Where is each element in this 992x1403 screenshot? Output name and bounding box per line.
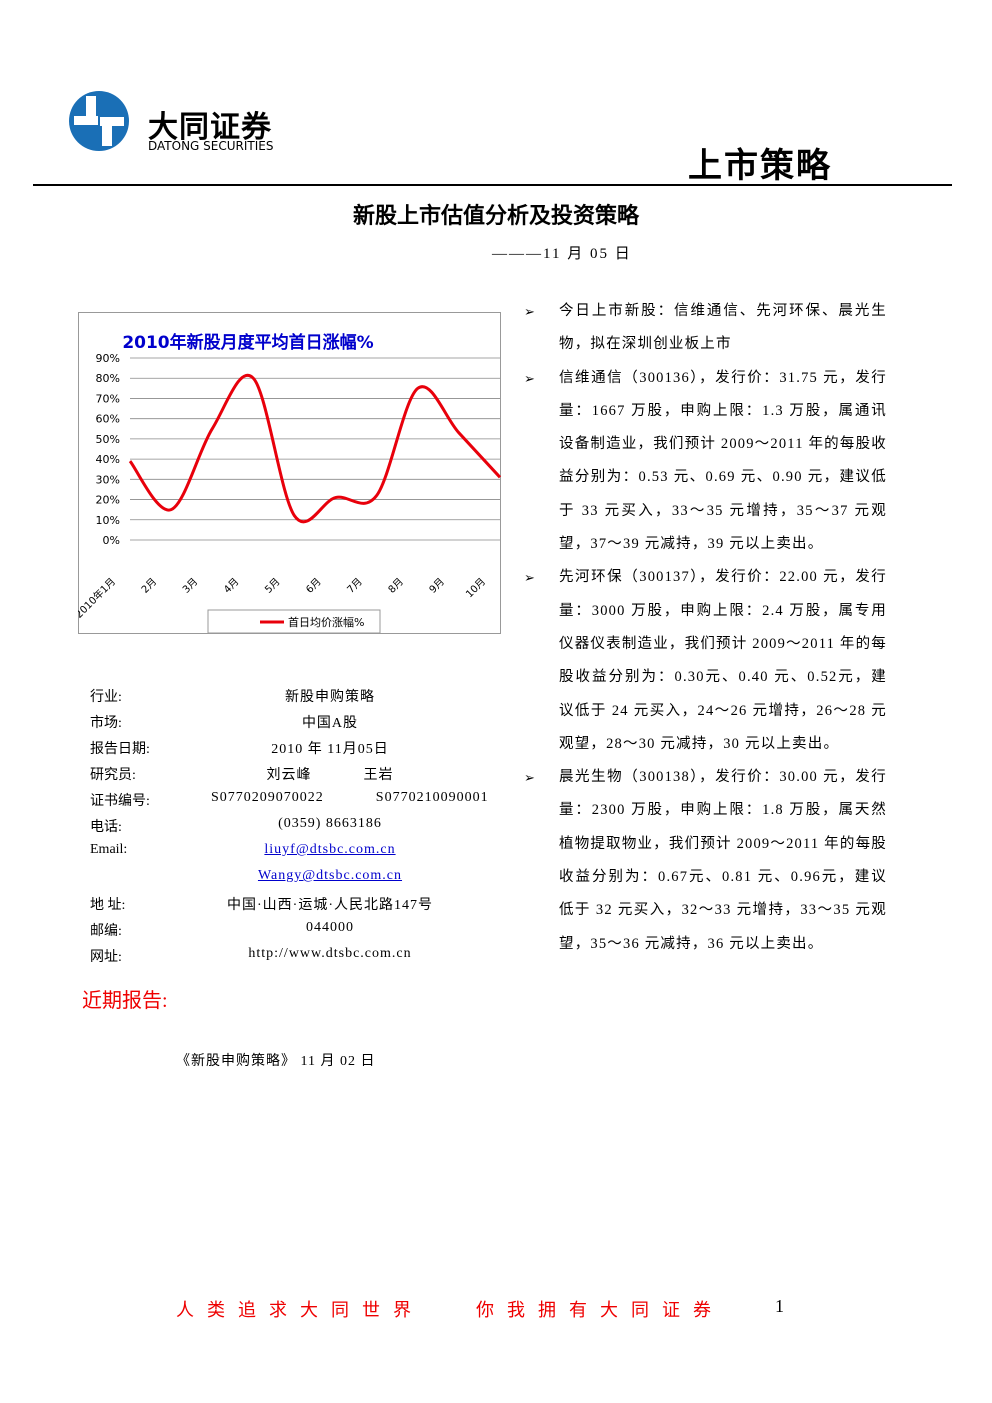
info-label: 网址: xyxy=(90,950,122,965)
info-text: 王岩 xyxy=(363,768,394,783)
logo-icon xyxy=(69,91,129,151)
y-tick-label: 0% xyxy=(103,534,120,547)
brand-en: DATONG SECURITIES xyxy=(148,139,274,153)
info-text: 中国·山西·运城·人民北路147号 xyxy=(227,898,433,913)
y-tick-label: 40% xyxy=(96,453,120,466)
bullet-item: 信维通信（300136），发行价：31.75 元，发行量：1667 万股，申购上… xyxy=(522,362,887,562)
info-label: 电话: xyxy=(90,820,122,835)
info-value: 中国A股 xyxy=(185,712,475,732)
page-number: 1 xyxy=(775,1296,784,1316)
info-value: S0770209070022 S0770210090001 xyxy=(185,790,488,806)
info-label: 地 址: xyxy=(90,898,126,913)
info-text: 中国A股 xyxy=(301,716,359,731)
y-tick-label: 80% xyxy=(96,372,120,385)
rule xyxy=(33,184,952,186)
info-label: 证书编号: xyxy=(90,794,150,809)
info-text: liuyf@dtsbc.com.cn xyxy=(264,842,396,857)
info-value: 刘云峰 王岩 xyxy=(185,764,475,784)
bullet-item: 今日上市新股：信维通信、先河环保、晨光生物，拟在深圳创业板上市 xyxy=(522,295,887,362)
info-value: (0359) 8663186 xyxy=(185,816,475,832)
date: ———11 月 05 日 xyxy=(492,246,632,262)
bullet-item: 晨光生物（300138），发行价：30.00 元，发行量：2300 万股，申购上… xyxy=(522,761,887,961)
y-tick-label: 20% xyxy=(96,494,120,507)
legend-label: 首日均价涨幅% xyxy=(288,615,364,629)
info-label: Email: xyxy=(90,842,128,857)
series-line xyxy=(128,374,502,524)
info-text: 044000 xyxy=(306,920,354,935)
chart: 2010年新股月度平均首日涨幅% 0% 10% 20% 30% 40% 50% 60% 70%… xyxy=(78,312,502,634)
info-label: 邮编: xyxy=(90,924,122,939)
info-text: (0359) 8663186 xyxy=(278,816,382,831)
slogan: 你我拥有大同证券 xyxy=(476,1300,724,1320)
info-text: 刘云峰 xyxy=(266,768,312,783)
info-value: Wangy@dtsbc.com.cn xyxy=(185,868,475,884)
legend-box xyxy=(207,609,381,634)
info-value: 中国·山西·运城·人民北路147号 xyxy=(185,894,475,914)
y-tick-label: 30% xyxy=(96,473,120,486)
title: 新股上市估值分析及投资策略 xyxy=(352,203,639,229)
y-tick-label: 60% xyxy=(96,413,120,426)
info-value: 044000 xyxy=(185,920,475,936)
brand: 大同证券 xyxy=(148,110,272,145)
chart-frame xyxy=(78,312,501,634)
y-tick-label: 50% xyxy=(96,433,120,446)
info-label: 报告日期: xyxy=(90,742,150,757)
info-text: http://www.dtsbc.com.cn xyxy=(248,946,412,961)
recent-item: 《新股申购策略》 11 月 02 日 xyxy=(176,1054,376,1069)
slogan: 人类追求大同世界 xyxy=(176,1300,424,1320)
info-text: S0770210090001 xyxy=(375,790,489,805)
info-label: 研究员: xyxy=(90,768,136,783)
section: 上市策略 xyxy=(688,146,832,186)
bullet-item: 先河环保（300137），发行价：22.00 元，发行量：3000 万股，申购上… xyxy=(522,561,887,761)
recent-heading: 近期报告: xyxy=(82,990,168,1012)
info-label: 行业: xyxy=(90,690,122,705)
y-tick-label: 10% xyxy=(96,514,120,527)
info-text: 新股申购策略 xyxy=(285,690,375,705)
info-value: liuyf@dtsbc.com.cn xyxy=(185,842,475,858)
bullet-list: 今日上市新股：信维通信、先河环保、晨光生物，拟在深圳创业板上市信维通信（3001… xyxy=(522,295,887,961)
info-value: 新股申购策略 xyxy=(185,686,475,706)
info-text: S0770209070022 xyxy=(211,790,324,805)
chart-title: 2010年新股月度平均首日涨幅% xyxy=(122,332,373,353)
info-value: http://www.dtsbc.com.cn xyxy=(185,946,475,962)
info-value: 2010 年 11月05日 xyxy=(185,738,475,758)
y-tick-label: 90% xyxy=(96,352,120,365)
y-tick-label: 70% xyxy=(96,392,120,405)
info-label: 市场: xyxy=(90,716,122,731)
info-text: Wangy@dtsbc.com.cn xyxy=(257,868,403,883)
info-text: 2010 年 11月05日 xyxy=(271,742,389,757)
